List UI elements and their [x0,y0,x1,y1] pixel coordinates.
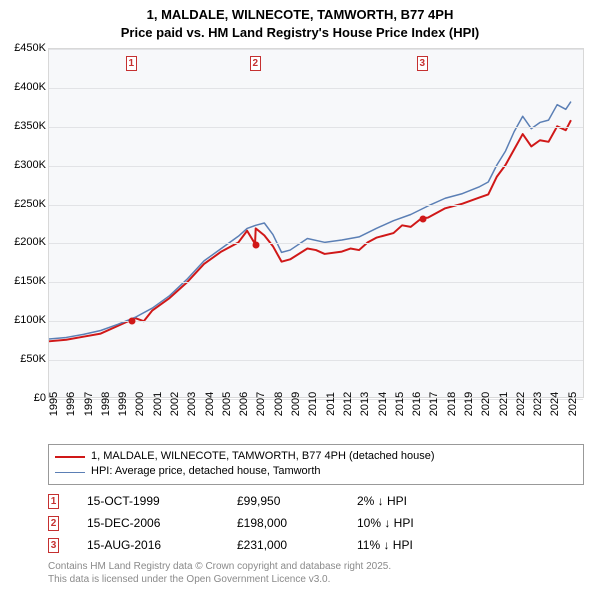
footer-line-2: This data is licensed under the Open Gov… [48,573,391,586]
x-axis-tick: 2019 [463,392,475,416]
y-axis-tick: £150K [4,275,46,287]
sale-point-dot [419,216,426,223]
x-axis-tick: 2002 [169,392,181,416]
x-axis-tick: 1999 [117,392,129,416]
series-line [49,102,571,339]
gridline-h [49,127,583,128]
y-axis-tick: £300K [4,159,46,171]
x-axis-tick: 2000 [134,392,146,416]
title-line-1: 1, MALDALE, WILNECOTE, TAMWORTH, B77 4PH [0,6,600,24]
y-axis-tick: £350K [4,120,46,132]
sale-price: £198,000 [237,516,357,530]
x-axis-tick: 2010 [307,392,319,416]
x-axis-tick: 1995 [48,392,60,416]
y-axis-tick: £0 [4,392,46,404]
sale-date: 15-DEC-2006 [87,516,237,530]
chart-marker: 2 [250,56,261,71]
sale-index-badge: 3 [48,538,59,553]
x-axis-tick: 2023 [532,392,544,416]
legend-swatch [55,472,85,473]
x-axis-tick: 2012 [342,392,354,416]
x-axis-tick: 2005 [221,392,233,416]
x-axis-tick: 2006 [238,392,250,416]
chart-marker: 1 [126,56,137,71]
y-axis-tick: £450K [4,42,46,54]
chart-plot-area [48,48,584,398]
x-axis-tick: 2016 [411,392,423,416]
x-axis-tick: 2015 [394,392,406,416]
sale-hpi-diff: 11% ↓ HPI [357,538,477,552]
footer-line-1: Contains HM Land Registry data © Crown c… [48,560,391,573]
series-line [49,120,571,341]
legend-swatch [55,456,85,458]
x-axis-tick: 2011 [325,392,337,416]
chart-marker: 3 [417,56,428,71]
sale-price: £231,000 [237,538,357,552]
gridline-h [49,205,583,206]
x-axis-tick: 2009 [290,392,302,416]
x-axis-tick: 2004 [204,392,216,416]
sale-index-badge: 1 [48,494,59,509]
x-axis-tick: 2022 [515,392,527,416]
sale-row: 3 15-AUG-2016£231,00011% ↓ HPI [48,534,584,556]
gridline-h [49,88,583,89]
gridline-h [49,282,583,283]
x-axis-tick: 2013 [359,392,371,416]
x-axis-tick: 1998 [100,392,112,416]
x-axis-tick: 2018 [446,392,458,416]
gridline-h [49,166,583,167]
y-axis-tick: £400K [4,81,46,93]
legend-label: HPI: Average price, detached house, Tamw… [91,464,321,479]
sale-price: £99,950 [237,494,357,508]
gridline-h [49,49,583,50]
legend-item: HPI: Average price, detached house, Tamw… [55,464,577,479]
sale-point-dot [252,242,259,249]
sale-date: 15-AUG-2016 [87,538,237,552]
legend-item: 1, MALDALE, WILNECOTE, TAMWORTH, B77 4PH… [55,449,577,464]
gridline-h [49,243,583,244]
y-axis-tick: £100K [4,314,46,326]
chart-title: 1, MALDALE, WILNECOTE, TAMWORTH, B77 4PH… [0,0,600,41]
x-axis-tick: 2020 [480,392,492,416]
x-axis-tick: 2025 [567,392,579,416]
sale-index-badge: 2 [48,516,59,531]
x-axis-tick: 2021 [498,392,510,416]
x-axis-tick: 1996 [65,392,77,416]
sale-row: 1 15-OCT-1999£99,9502% ↓ HPI [48,490,584,512]
x-axis-tick: 2008 [273,392,285,416]
x-axis-tick: 2001 [152,392,164,416]
x-axis-tick: 1997 [83,392,95,416]
sale-hpi-diff: 10% ↓ HPI [357,516,477,530]
y-axis-tick: £50K [4,353,46,365]
sale-row: 2 15-DEC-2006£198,00010% ↓ HPI [48,512,584,534]
x-axis-tick: 2024 [549,392,561,416]
legend-label: 1, MALDALE, WILNECOTE, TAMWORTH, B77 4PH… [91,449,435,464]
title-line-2: Price paid vs. HM Land Registry's House … [0,24,600,42]
x-axis-tick: 2007 [255,392,267,416]
gridline-h [49,360,583,361]
x-axis-tick: 2014 [377,392,389,416]
y-axis-tick: £200K [4,236,46,248]
sale-point-dot [128,318,135,325]
sale-date: 15-OCT-1999 [87,494,237,508]
x-axis-tick: 2003 [186,392,198,416]
x-axis-tick: 2017 [428,392,440,416]
y-axis-tick: £250K [4,198,46,210]
legend: 1, MALDALE, WILNECOTE, TAMWORTH, B77 4PH… [48,444,584,485]
chart-svg [49,49,583,397]
sales-table: 1 15-OCT-1999£99,9502% ↓ HPI 2 15-DEC-2006£… [48,490,584,556]
sale-hpi-diff: 2% ↓ HPI [357,494,477,508]
footer-attribution: Contains HM Land Registry data © Crown c… [48,560,391,586]
